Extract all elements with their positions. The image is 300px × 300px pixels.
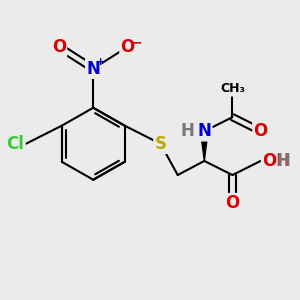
Text: H: H (277, 152, 291, 170)
Text: O: O (225, 194, 240, 212)
Text: O: O (52, 38, 66, 56)
Text: OH: OH (262, 152, 290, 170)
Text: +: + (95, 57, 105, 68)
Text: −: − (130, 35, 142, 49)
Text: CH₃: CH₃ (220, 82, 245, 95)
Text: O: O (121, 38, 135, 56)
Text: H: H (180, 122, 194, 140)
Text: N: N (197, 122, 211, 140)
Polygon shape (201, 131, 208, 161)
Text: O: O (254, 122, 268, 140)
Text: N: N (86, 60, 100, 78)
Text: S: S (154, 135, 166, 153)
Text: Cl: Cl (7, 135, 24, 153)
